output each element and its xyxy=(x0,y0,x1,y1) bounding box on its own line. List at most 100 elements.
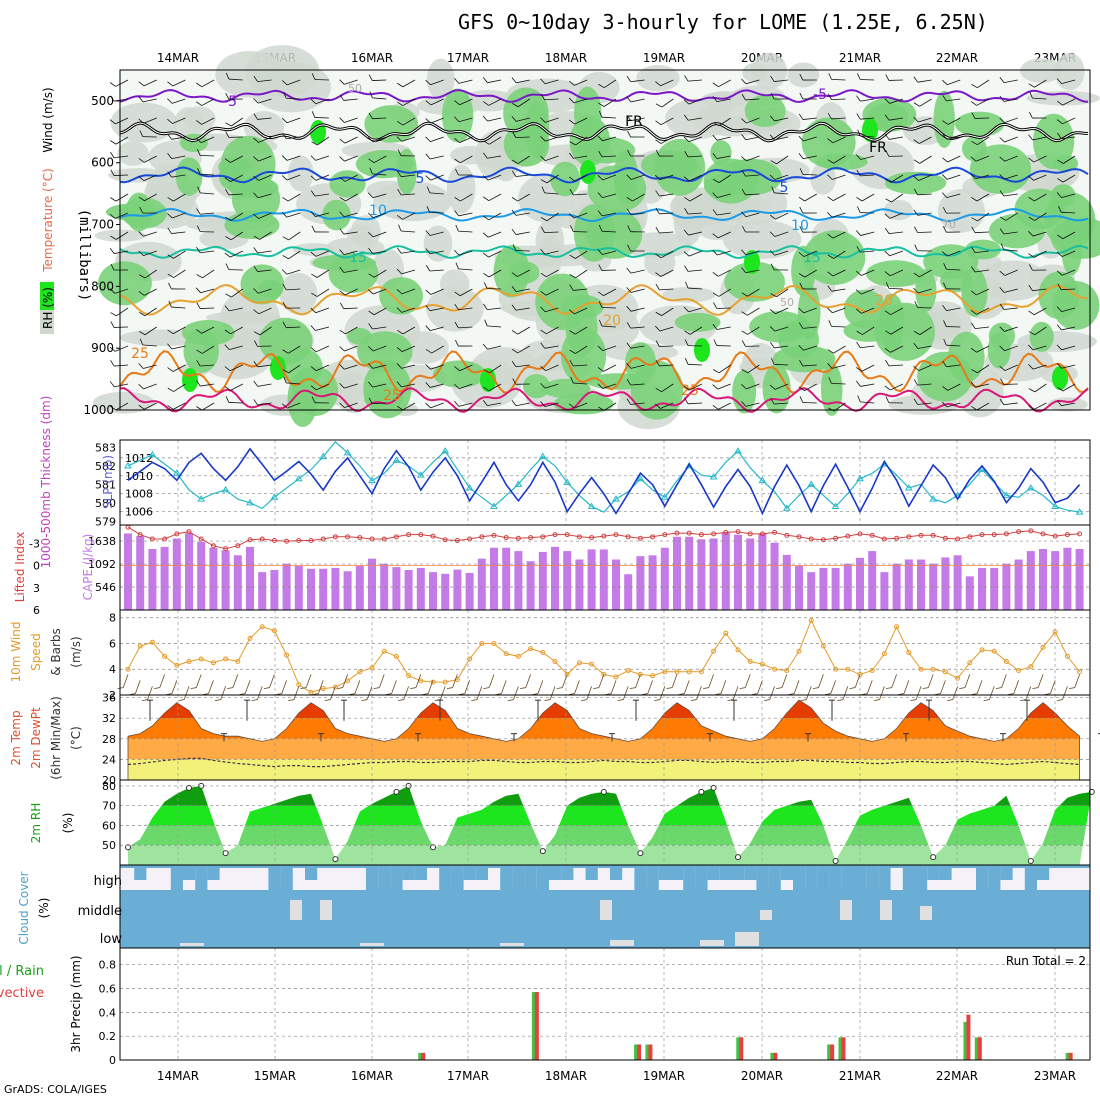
wind-barb-flag xyxy=(225,263,230,270)
wind-barb xyxy=(425,288,444,295)
wind-barb xyxy=(398,224,416,233)
wind-barb xyxy=(683,174,703,182)
wind-barb-flag xyxy=(597,192,603,198)
li-tick: 6 xyxy=(33,604,40,617)
wind-barb-flag xyxy=(741,118,747,124)
wind-barb xyxy=(770,342,789,349)
wind-barb-staff xyxy=(173,269,186,278)
wind-barb-flag xyxy=(741,188,746,196)
wind-barb-flag xyxy=(913,139,920,144)
wind-barb xyxy=(884,345,904,353)
wind-barb-staff xyxy=(660,269,674,277)
wind-barb-flag xyxy=(139,338,144,346)
wind-barb xyxy=(712,288,731,297)
surface-wind-barb xyxy=(129,680,141,696)
wind-barb xyxy=(999,398,1018,406)
wind-barb xyxy=(626,305,645,312)
wind-barb xyxy=(626,193,645,202)
wind-barb-flag xyxy=(857,206,861,213)
wind-barb-flag xyxy=(1056,400,1062,406)
wind-speed-marker xyxy=(735,647,741,653)
wind-barb xyxy=(511,193,531,202)
wind-barb xyxy=(799,92,817,100)
thickness-tick: 582 xyxy=(95,460,116,473)
wind-barb xyxy=(885,150,903,157)
wind-barb-staff xyxy=(975,174,990,180)
wind-barb xyxy=(454,383,473,390)
rh-area-bright xyxy=(1052,366,1068,390)
high-cloud-bar xyxy=(866,868,879,890)
wind-barb-flag xyxy=(684,75,689,82)
wind-barb-staff xyxy=(745,136,760,141)
credit-label: GrADS: COLA/IGES xyxy=(4,1083,107,1096)
wind-barb-staff xyxy=(316,269,330,278)
wind-barb-staff xyxy=(343,269,358,273)
wind-barb-staff xyxy=(402,326,416,335)
wind-barb-staff xyxy=(630,364,645,369)
wind-barb-staff xyxy=(114,383,129,388)
wind-barb xyxy=(598,224,616,233)
surface-wind-barb-staff xyxy=(598,674,605,688)
wind-barb-flag xyxy=(225,93,230,100)
wind-barb xyxy=(339,136,358,144)
wind-barb-flag xyxy=(482,343,488,350)
cape-bar xyxy=(148,548,157,610)
li-axis-label: Lifted Index xyxy=(13,532,27,603)
wind-barb-staff xyxy=(201,136,215,144)
wind-barb-staff xyxy=(831,78,846,81)
wind-barb-flag xyxy=(396,347,403,352)
wind-barb-flag xyxy=(741,134,746,140)
thickness-marker xyxy=(782,504,791,511)
li-marker xyxy=(186,529,192,535)
wind-barb-flag xyxy=(425,402,431,409)
li-marker xyxy=(869,532,875,538)
rh-area-mid xyxy=(550,161,581,197)
wind-barb xyxy=(1028,264,1047,271)
wind-barb-flag xyxy=(368,363,374,369)
wind-barb xyxy=(253,231,272,240)
rh-area-mid xyxy=(653,139,706,196)
wind-barb-staff xyxy=(947,155,961,163)
wind-barb-flag xyxy=(540,217,548,222)
wind-barb xyxy=(138,231,157,237)
wind-barb-staff xyxy=(1034,79,1047,88)
wind-barb-staff xyxy=(975,155,990,162)
wind-barb xyxy=(627,244,645,252)
surface-wind-barb-flag xyxy=(703,687,709,690)
wind-barb xyxy=(598,110,616,119)
wind-barb xyxy=(769,231,789,237)
cape-bar xyxy=(404,570,413,610)
wind-barb xyxy=(224,326,243,335)
wind-barb-flag xyxy=(426,206,431,213)
wind-barb-flag xyxy=(368,323,373,330)
surface-wind-barb-staff xyxy=(464,680,470,694)
wind-speed-marker xyxy=(125,666,131,672)
wind-barb xyxy=(368,136,387,143)
cape-bar xyxy=(172,538,181,610)
wind-barb xyxy=(253,174,272,181)
wind-barb-flag xyxy=(167,254,174,259)
wind-barb xyxy=(310,155,330,161)
wind-barb-staff xyxy=(890,326,904,335)
wind-barb-staff xyxy=(861,288,875,295)
wind-barb-staff xyxy=(660,174,674,181)
wind-barb-flag xyxy=(770,263,775,271)
rh-band-low xyxy=(128,825,1090,846)
wind-barb xyxy=(569,152,588,159)
wind-barb-staff xyxy=(601,155,616,158)
wind-barb-staff xyxy=(804,383,817,392)
wind-barb-staff xyxy=(1034,212,1047,221)
wind-barb-flag xyxy=(339,79,345,85)
wind-barb-staff xyxy=(833,250,846,259)
wind-tick: 6 xyxy=(109,637,116,650)
wind-barb xyxy=(1056,324,1076,331)
wind-barb-staff xyxy=(201,79,215,88)
surface-wind-barb xyxy=(117,674,129,690)
wind-barb-staff xyxy=(288,250,301,260)
wind-barb-flag xyxy=(713,302,718,309)
wind-barb xyxy=(569,188,588,196)
wind-barb-staff xyxy=(374,269,387,278)
cloud-level-middle: middle xyxy=(78,904,122,919)
high-cloud-bar xyxy=(268,868,281,890)
high-cloud-bar xyxy=(463,868,476,880)
